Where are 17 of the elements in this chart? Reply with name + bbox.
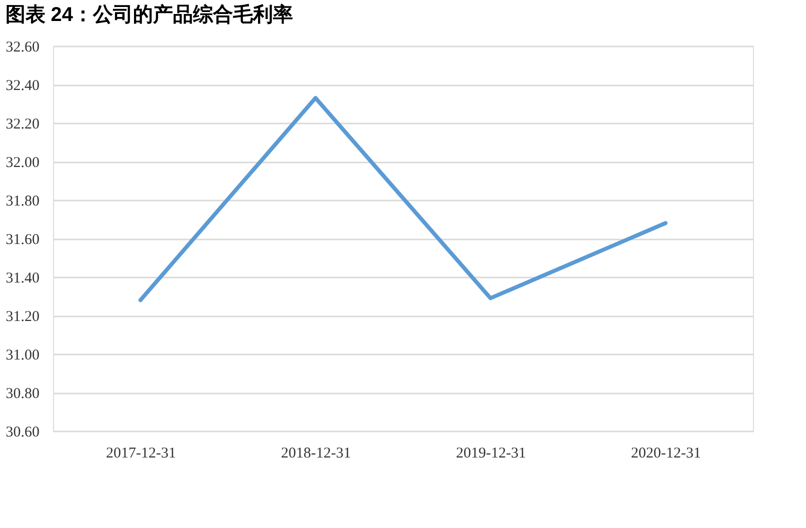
x-tick-label: 2019-12-31 xyxy=(456,446,526,462)
y-tick-label: 31.80 xyxy=(6,194,40,210)
line-series xyxy=(138,96,668,302)
x-tick-label: 2018-12-31 xyxy=(281,446,351,462)
y-tick-label: 32.20 xyxy=(6,116,40,132)
y-tick-label: 31.40 xyxy=(6,270,40,286)
y-tick-label: 31.60 xyxy=(6,232,40,248)
y-tick-label: 32.00 xyxy=(6,155,40,171)
y-tick-label: 30.60 xyxy=(6,424,40,440)
chart-title: 图表 24：公司的产品综合毛利率 xyxy=(5,3,294,26)
x-tick-label: 2020-12-31 xyxy=(631,446,701,462)
y-tick-label: 31.20 xyxy=(6,309,40,325)
y-tick-label: 32.40 xyxy=(6,78,40,94)
y-tick-label: 32.60 xyxy=(6,40,40,56)
y-tick-label: 30.80 xyxy=(6,386,40,402)
y-tick-label: 31.00 xyxy=(6,348,40,364)
x-tick-label: 2017-12-31 xyxy=(106,446,176,462)
